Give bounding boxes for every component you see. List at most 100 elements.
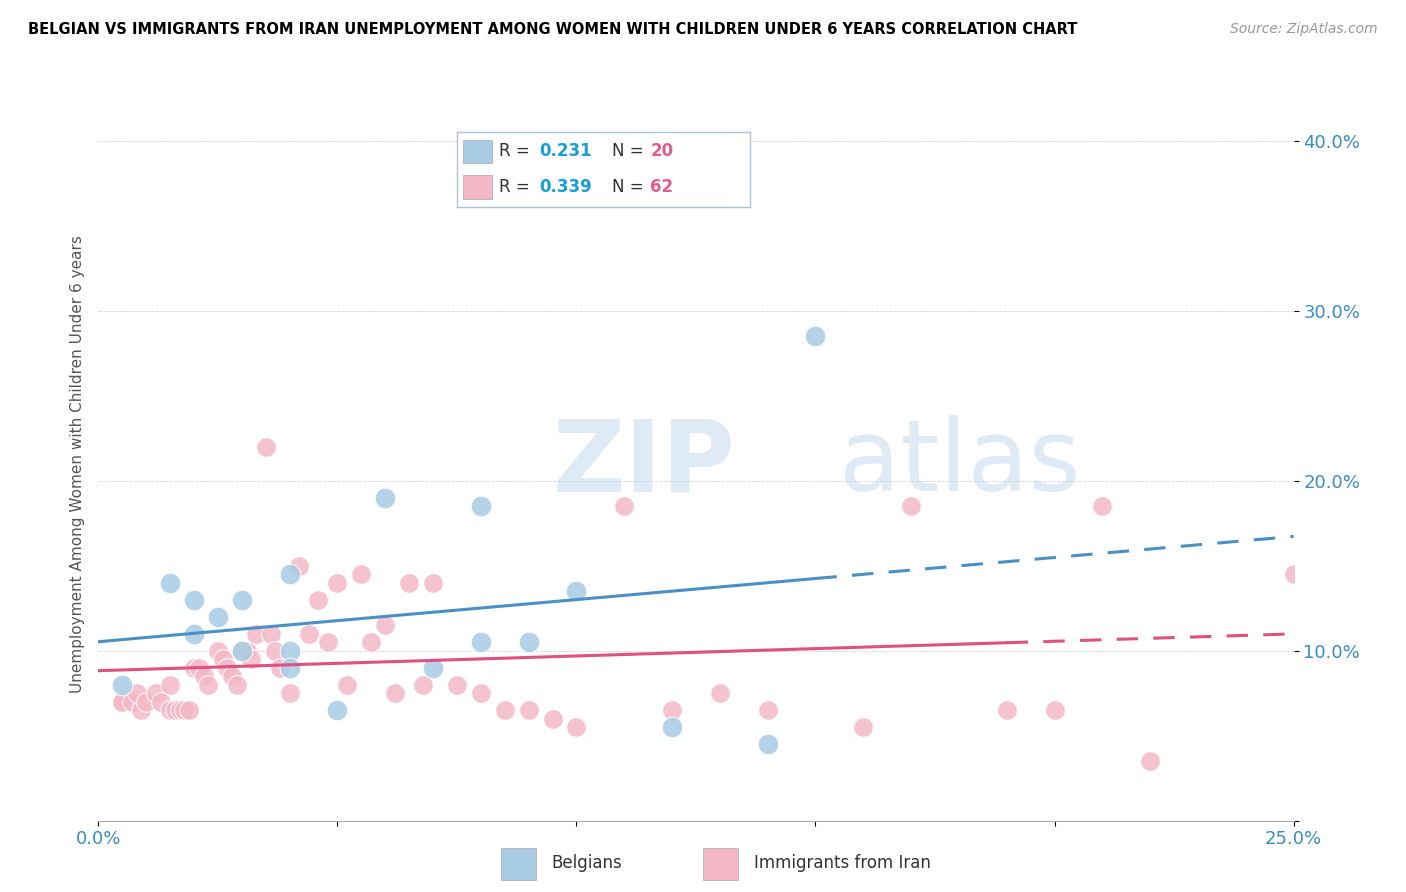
- Point: [541, 712, 564, 726]
- Point: [240, 652, 263, 666]
- Point: [900, 500, 922, 514]
- Point: [187, 661, 209, 675]
- Text: atlas: atlas: [839, 416, 1081, 512]
- Point: [231, 592, 253, 607]
- Point: [517, 703, 540, 717]
- Point: [1282, 567, 1305, 582]
- Point: [384, 686, 406, 700]
- Point: [336, 678, 359, 692]
- Point: [131, 703, 153, 717]
- Point: [422, 661, 444, 675]
- Point: [995, 703, 1018, 717]
- Point: [259, 626, 281, 640]
- Text: BELGIAN VS IMMIGRANTS FROM IRAN UNEMPLOYMENT AMONG WOMEN WITH CHILDREN UNDER 6 Y: BELGIAN VS IMMIGRANTS FROM IRAN UNEMPLOY…: [28, 22, 1077, 37]
- Bar: [463, 176, 492, 200]
- Point: [231, 644, 253, 658]
- Text: Belgians: Belgians: [551, 854, 621, 872]
- Point: [269, 661, 291, 675]
- Point: [193, 669, 215, 683]
- Bar: [703, 848, 738, 880]
- Point: [183, 592, 205, 607]
- Point: [288, 558, 311, 573]
- Point: [517, 635, 540, 649]
- Point: [1091, 500, 1114, 514]
- Point: [1139, 754, 1161, 768]
- Point: [470, 635, 492, 649]
- Point: [350, 567, 373, 582]
- Point: [231, 644, 253, 658]
- Point: [135, 695, 157, 709]
- Point: [183, 661, 205, 675]
- Point: [264, 644, 287, 658]
- Point: [226, 678, 249, 692]
- Point: [111, 695, 134, 709]
- Point: [197, 678, 219, 692]
- Point: [245, 626, 267, 640]
- Point: [398, 575, 420, 590]
- Text: N =: N =: [612, 142, 650, 161]
- Point: [111, 678, 134, 692]
- Point: [446, 678, 468, 692]
- Point: [1043, 703, 1066, 717]
- Point: [278, 661, 301, 675]
- Point: [661, 720, 683, 734]
- Point: [254, 440, 277, 454]
- Text: Immigrants from Iran: Immigrants from Iran: [754, 854, 931, 872]
- Point: [374, 491, 396, 505]
- Point: [149, 695, 172, 709]
- Text: ZIP: ZIP: [553, 416, 735, 512]
- Text: R =: R =: [499, 142, 536, 161]
- Point: [125, 686, 148, 700]
- Text: 0.339: 0.339: [538, 178, 592, 196]
- Point: [613, 500, 636, 514]
- Point: [173, 703, 195, 717]
- Point: [756, 703, 779, 717]
- Point: [374, 618, 396, 632]
- Text: R =: R =: [499, 178, 536, 196]
- Point: [756, 737, 779, 751]
- Point: [207, 609, 229, 624]
- Bar: [501, 848, 536, 880]
- Point: [169, 703, 191, 717]
- Point: [804, 329, 827, 343]
- Point: [298, 626, 321, 640]
- Point: [316, 635, 339, 649]
- Point: [326, 703, 349, 717]
- Point: [278, 686, 301, 700]
- Point: [159, 678, 181, 692]
- Text: 62: 62: [650, 178, 673, 196]
- Point: [159, 575, 181, 590]
- Point: [412, 678, 434, 692]
- Text: 20: 20: [650, 142, 673, 161]
- Point: [183, 626, 205, 640]
- Point: [278, 567, 301, 582]
- Point: [470, 500, 492, 514]
- Point: [326, 575, 349, 590]
- Point: [565, 720, 588, 734]
- Point: [278, 644, 301, 658]
- Point: [422, 575, 444, 590]
- Point: [307, 592, 329, 607]
- Text: 0.231: 0.231: [538, 142, 592, 161]
- Point: [179, 703, 201, 717]
- Point: [121, 695, 143, 709]
- Point: [145, 686, 167, 700]
- Point: [494, 703, 516, 717]
- Point: [235, 644, 257, 658]
- Point: [111, 695, 134, 709]
- Bar: [463, 139, 492, 163]
- Point: [852, 720, 875, 734]
- Point: [709, 686, 731, 700]
- Point: [163, 703, 186, 717]
- Point: [217, 661, 239, 675]
- Point: [661, 703, 683, 717]
- Point: [470, 686, 492, 700]
- Point: [207, 644, 229, 658]
- Point: [159, 703, 181, 717]
- Point: [221, 669, 243, 683]
- Y-axis label: Unemployment Among Women with Children Under 6 years: Unemployment Among Women with Children U…: [69, 235, 84, 693]
- Point: [565, 584, 588, 599]
- Text: N =: N =: [612, 178, 650, 196]
- Text: Source: ZipAtlas.com: Source: ZipAtlas.com: [1230, 22, 1378, 37]
- Point: [211, 652, 233, 666]
